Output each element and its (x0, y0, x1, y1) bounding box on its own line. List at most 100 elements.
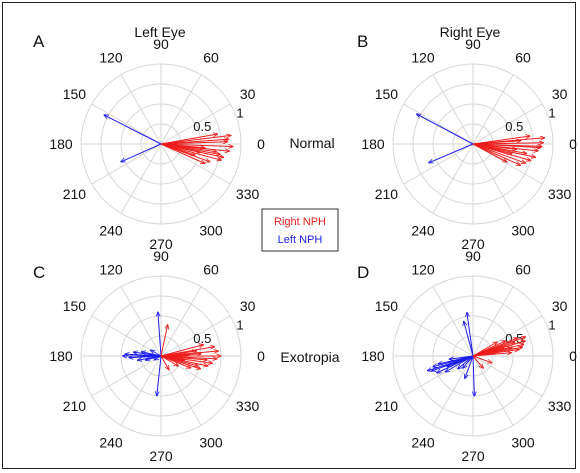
vector-arrow (472, 143, 543, 144)
vector-arrow (160, 143, 233, 147)
vector-arrow (158, 312, 162, 357)
panel-label-a: A (33, 32, 45, 51)
angle-tick-label: 270 (461, 236, 485, 252)
angle-tick-label: 0 (257, 136, 265, 152)
column-title-right-eye: Right Eye (440, 24, 501, 40)
angle-tick-label: 300 (199, 435, 223, 451)
grid-spoke (160, 143, 202, 214)
grid-spoke (160, 143, 231, 185)
vector-arrow (160, 355, 189, 356)
polar-panel-a: 0 30 60 90 120 150 180 210 240 270 300 330 0.5 1 (49, 36, 265, 252)
angle-tick-label: 240 (411, 223, 435, 239)
series-right-nph-b (472, 136, 545, 165)
angle-tick-label: 60 (203, 49, 219, 65)
angle-tick-label: 30 (240, 86, 256, 102)
vector-arrow (154, 355, 162, 360)
grid-spoke (160, 103, 231, 145)
vector-arrow (445, 355, 474, 372)
vector-arrow (447, 355, 474, 367)
angle-tick-label: 240 (99, 435, 123, 451)
radius-tick-label: 0.5 (193, 331, 211, 346)
angle-tick-label: 210 (63, 186, 87, 202)
angle-tick-label: 0 (569, 136, 577, 152)
polar-panel-b: 0 30 60 90 120 150 180 210 240 270 300 330 0.5 1 (361, 36, 577, 252)
angle-tick-label: 330 (236, 398, 260, 414)
angle-tick-label: 180 (49, 348, 73, 364)
angle-tick-label: 30 (552, 298, 568, 314)
vector-arrow (472, 141, 521, 145)
grid-spoke (432, 143, 474, 214)
grid-spoke (472, 74, 514, 145)
vector-arrow (121, 143, 162, 162)
angle-tick-label: 210 (375, 186, 399, 202)
angle-tick-label: 150 (63, 298, 87, 314)
angle-tick-label: 150 (63, 86, 87, 102)
vector-arrow (160, 355, 169, 370)
angle-tick-label: 30 (240, 298, 256, 314)
vector-arrow (438, 355, 474, 364)
legend-right-nph: Right NPH (274, 216, 326, 228)
angle-tick-label: 210 (63, 398, 87, 414)
vector-arrow (472, 143, 512, 154)
radius-tick-label: 1 (548, 105, 555, 120)
vector-arrow (472, 355, 483, 368)
vector-arrow (473, 355, 474, 396)
angle-tick-label: 210 (375, 398, 399, 414)
angle-tick-label: 60 (515, 49, 531, 65)
vector-arrow (160, 355, 185, 360)
vector-arrow (125, 354, 162, 356)
angle-tick-label: 150 (375, 298, 399, 314)
vector-arrow (157, 355, 162, 396)
angle-tick-label: 240 (99, 223, 123, 239)
vector-arrow (151, 350, 162, 357)
column-title-left-eye: Left Eye (134, 24, 186, 40)
grid-spoke (472, 103, 543, 145)
angle-tick-label: 90 (465, 36, 481, 52)
vector-arrow (160, 351, 197, 357)
series-left-nph-a (104, 115, 162, 162)
angle-tick-label: 0 (569, 348, 577, 364)
angle-tick-label: 330 (548, 398, 572, 414)
legend-box (261, 208, 339, 252)
vector-arrow (160, 143, 205, 148)
series-left-nph-c (123, 312, 162, 396)
series-right-nph-d (472, 337, 526, 369)
vector-arrow (160, 345, 204, 357)
series-right-nph-c (160, 325, 221, 370)
angle-tick-label: 120 (411, 49, 435, 65)
legend: Right NPH Left NPH (261, 208, 339, 252)
grid-spoke (91, 355, 162, 397)
vector-arrow (472, 143, 517, 149)
polar-panel-c: 0 30 60 90 120 150 180 210 240 270 300 330 0.5 1 (49, 248, 265, 464)
angle-tick-label: 120 (99, 49, 123, 65)
angle-tick-label: 90 (153, 248, 169, 264)
vector-arrow (160, 134, 218, 145)
vector-arrow (472, 355, 492, 363)
angle-tick-label: 300 (199, 223, 223, 239)
angle-tick-label: 180 (49, 136, 73, 152)
vector-arrow (160, 143, 205, 164)
grid-spoke (472, 355, 543, 397)
vector-arrow (160, 143, 200, 152)
angle-tick-label: 300 (511, 223, 535, 239)
grid-spoke (403, 143, 474, 185)
angle-tick-label: 300 (511, 435, 535, 451)
vector-arrow (104, 115, 162, 145)
angle-tick-label: 30 (552, 86, 568, 102)
grid-spoke (472, 143, 514, 214)
grid-spoke (120, 355, 162, 426)
grid-spoke (160, 315, 231, 357)
angle-tick-label: 120 (99, 261, 123, 277)
grid-spoke (91, 103, 162, 145)
angle-tick-label: 330 (236, 186, 260, 202)
grid-spoke (160, 74, 202, 145)
angle-tick-label: 270 (149, 448, 173, 464)
vector-arrow (160, 325, 168, 357)
series-left-nph-d (427, 312, 474, 396)
angle-tick-label: 180 (361, 136, 385, 152)
angle-tick-label: 150 (375, 86, 399, 102)
panel-label-b: B (357, 32, 368, 51)
grid-spoke (432, 74, 474, 145)
